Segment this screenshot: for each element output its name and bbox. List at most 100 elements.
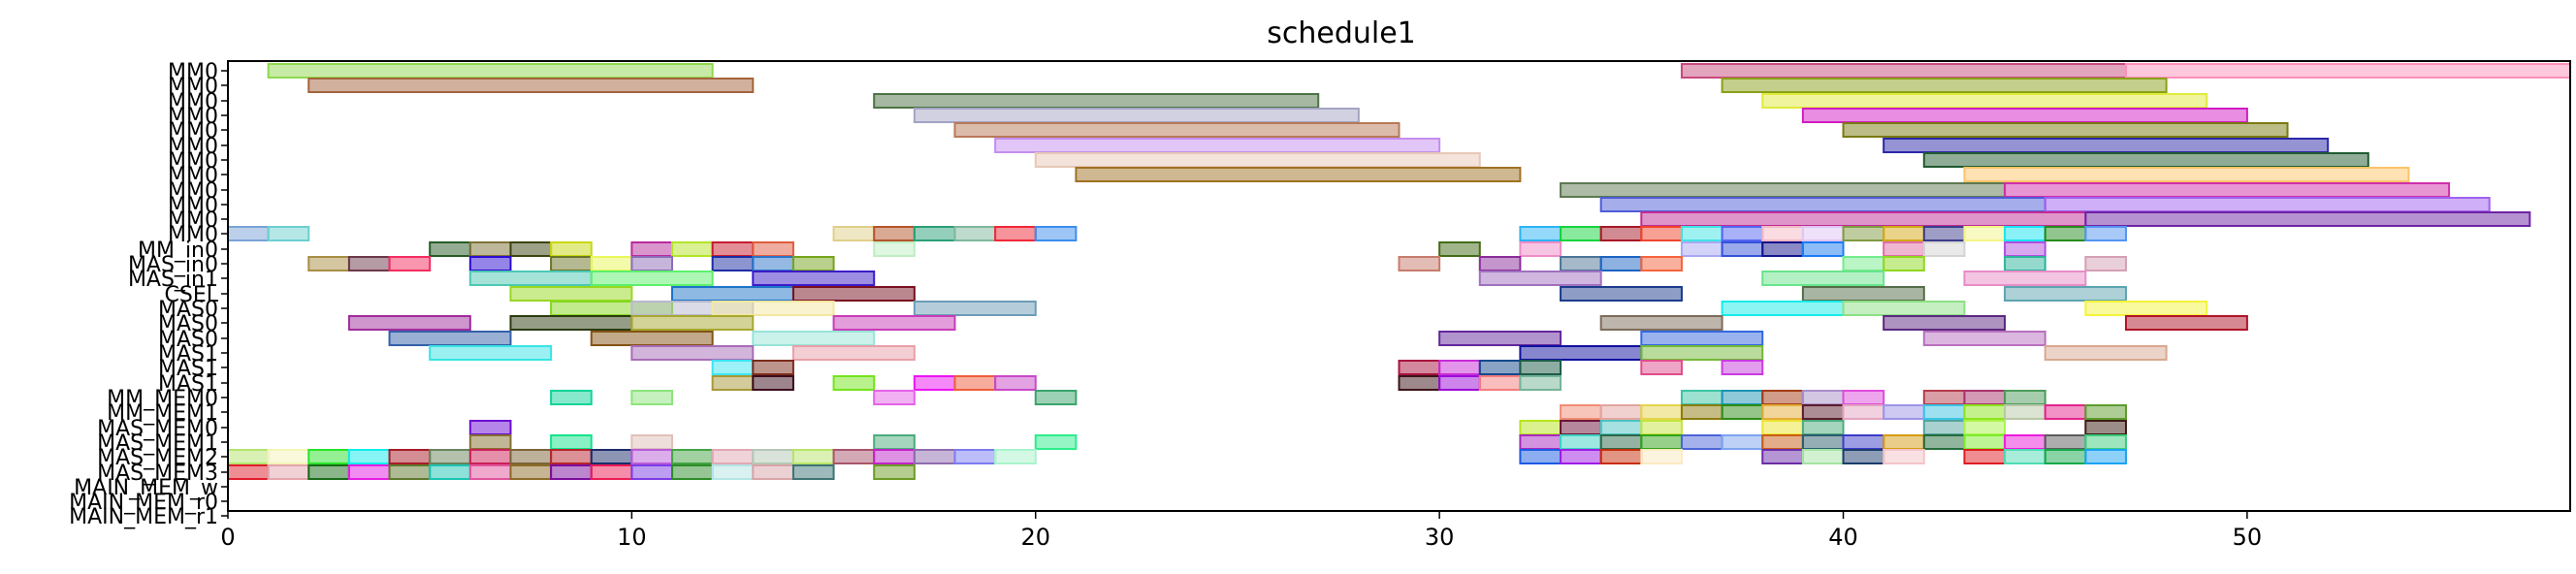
task-bar <box>1922 226 1966 241</box>
y-tick-label: MAS1 <box>158 357 218 381</box>
task-bar <box>2044 226 2087 241</box>
task-bar <box>1680 404 1723 420</box>
task-bar <box>671 241 714 257</box>
task-bar <box>1640 256 1683 271</box>
task-bar <box>1519 241 1562 257</box>
task-bar <box>227 464 270 480</box>
task-bar <box>388 449 432 464</box>
task-bar <box>711 360 755 375</box>
task-bar <box>873 464 916 480</box>
task-bar <box>227 226 270 241</box>
task-bar <box>509 449 553 464</box>
task-bar <box>1721 241 1764 257</box>
task-bar <box>1922 404 1966 420</box>
task-bar <box>1883 138 2330 153</box>
task-bar <box>1599 256 1643 271</box>
task-bar <box>550 241 593 257</box>
task-bar <box>1801 449 1845 464</box>
task-bar <box>2084 256 2127 271</box>
task-bar <box>994 449 1037 464</box>
task-bar <box>1721 360 1764 375</box>
task-bar <box>1640 404 1683 420</box>
task-bar <box>1883 315 2007 331</box>
task-bar <box>429 449 471 464</box>
task-bar <box>1963 271 2087 286</box>
task-bar <box>388 464 432 480</box>
task-bar <box>1599 404 1643 420</box>
task-bar <box>509 286 633 302</box>
y-tick-label: MM0 <box>168 164 218 188</box>
task-bar <box>1761 241 1804 257</box>
task-bar <box>1680 63 2127 79</box>
task-bar <box>1640 345 1764 361</box>
task-bar <box>388 331 512 346</box>
task-bar <box>1842 434 1885 450</box>
task-bar <box>1883 449 1925 464</box>
task-bar <box>1883 256 1925 271</box>
task-bar <box>630 315 755 331</box>
task-bar <box>2044 434 2087 450</box>
task-bar <box>1560 404 1602 420</box>
task-bar <box>347 315 471 331</box>
task-bar <box>1680 434 1723 450</box>
task-bar <box>1842 226 1885 241</box>
task-bar <box>468 420 512 435</box>
task-bar <box>671 286 794 302</box>
y-tick-label: MM0 <box>168 119 218 144</box>
task-bar <box>1478 271 1602 286</box>
y-tick-label: MAS_in1 <box>128 268 218 292</box>
task-bar <box>1721 404 1764 420</box>
task-bar <box>509 315 633 331</box>
task-bar <box>913 375 956 391</box>
task-bar <box>953 449 997 464</box>
x-tick-label: 40 <box>1828 524 1858 551</box>
task-bar <box>2084 211 2531 227</box>
task-bar <box>1640 331 1764 346</box>
task-bar <box>1963 420 2007 435</box>
task-bar <box>1398 256 1441 271</box>
task-bar <box>1721 434 1764 450</box>
y-tick-label: MAS0 <box>158 328 218 352</box>
x-tick-label: 50 <box>2233 524 2263 551</box>
y-tick-label: MM0 <box>168 223 218 247</box>
task-bar <box>1560 256 1602 271</box>
y-tick-label: MAS_MEM3 <box>97 462 218 486</box>
task-bar <box>1560 226 1602 241</box>
task-bar <box>711 256 755 271</box>
y-tick-label: MAS_in0 <box>128 253 218 277</box>
task-bar <box>1922 420 1966 435</box>
y-tick-label: MM0 <box>168 90 218 114</box>
task-bar <box>509 464 553 480</box>
task-bar <box>630 390 674 405</box>
task-bar <box>2044 449 2087 464</box>
x-tick-label: 10 <box>617 524 647 551</box>
task-bar <box>2084 404 2127 420</box>
task-bar <box>307 464 350 480</box>
task-bar <box>2084 226 2127 241</box>
task-bar <box>1680 390 1723 405</box>
task-bar <box>1801 241 1845 257</box>
task-bar <box>873 449 916 464</box>
x-axis: 0 10 20 30 40 50 <box>220 511 2262 551</box>
task-bar <box>1034 226 1078 241</box>
task-bar <box>1640 434 1683 450</box>
task-bar <box>873 226 916 241</box>
task-bar <box>468 464 512 480</box>
task-bar <box>1963 167 2410 182</box>
task-bar <box>388 256 432 271</box>
task-bar <box>2084 301 2208 316</box>
task-bar <box>307 449 350 464</box>
task-bar <box>1640 226 1683 241</box>
task-bar <box>1761 434 1804 450</box>
task-bar <box>711 464 755 480</box>
task-bar <box>630 256 674 271</box>
task-bar <box>1599 434 1643 450</box>
task-bar <box>953 226 997 241</box>
y-tick-label: MAIN_MEM_r1 <box>69 505 218 529</box>
task-bar <box>913 108 1360 123</box>
task-bar <box>1438 331 1562 346</box>
task-bar <box>347 449 391 464</box>
y-tick-label: MM0 <box>168 194 218 218</box>
task-bar <box>307 256 350 271</box>
